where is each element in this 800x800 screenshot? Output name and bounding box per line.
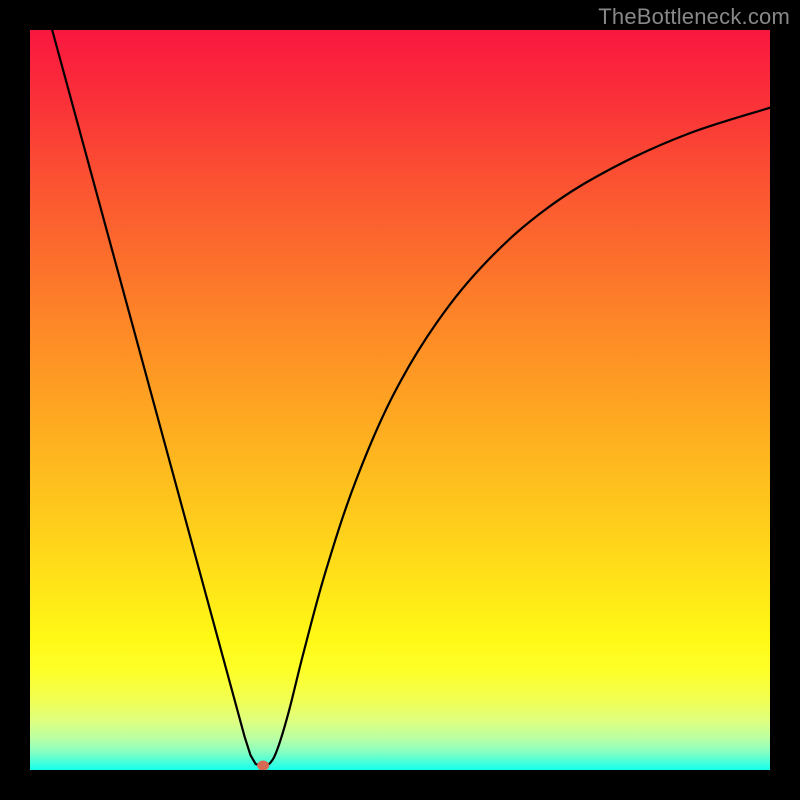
bottleneck-curve	[52, 30, 770, 766]
watermark-text: TheBottleneck.com	[598, 4, 790, 30]
chart-container: TheBottleneck.com	[0, 0, 800, 800]
plot-svg	[30, 30, 770, 770]
minimum-marker	[257, 761, 269, 770]
